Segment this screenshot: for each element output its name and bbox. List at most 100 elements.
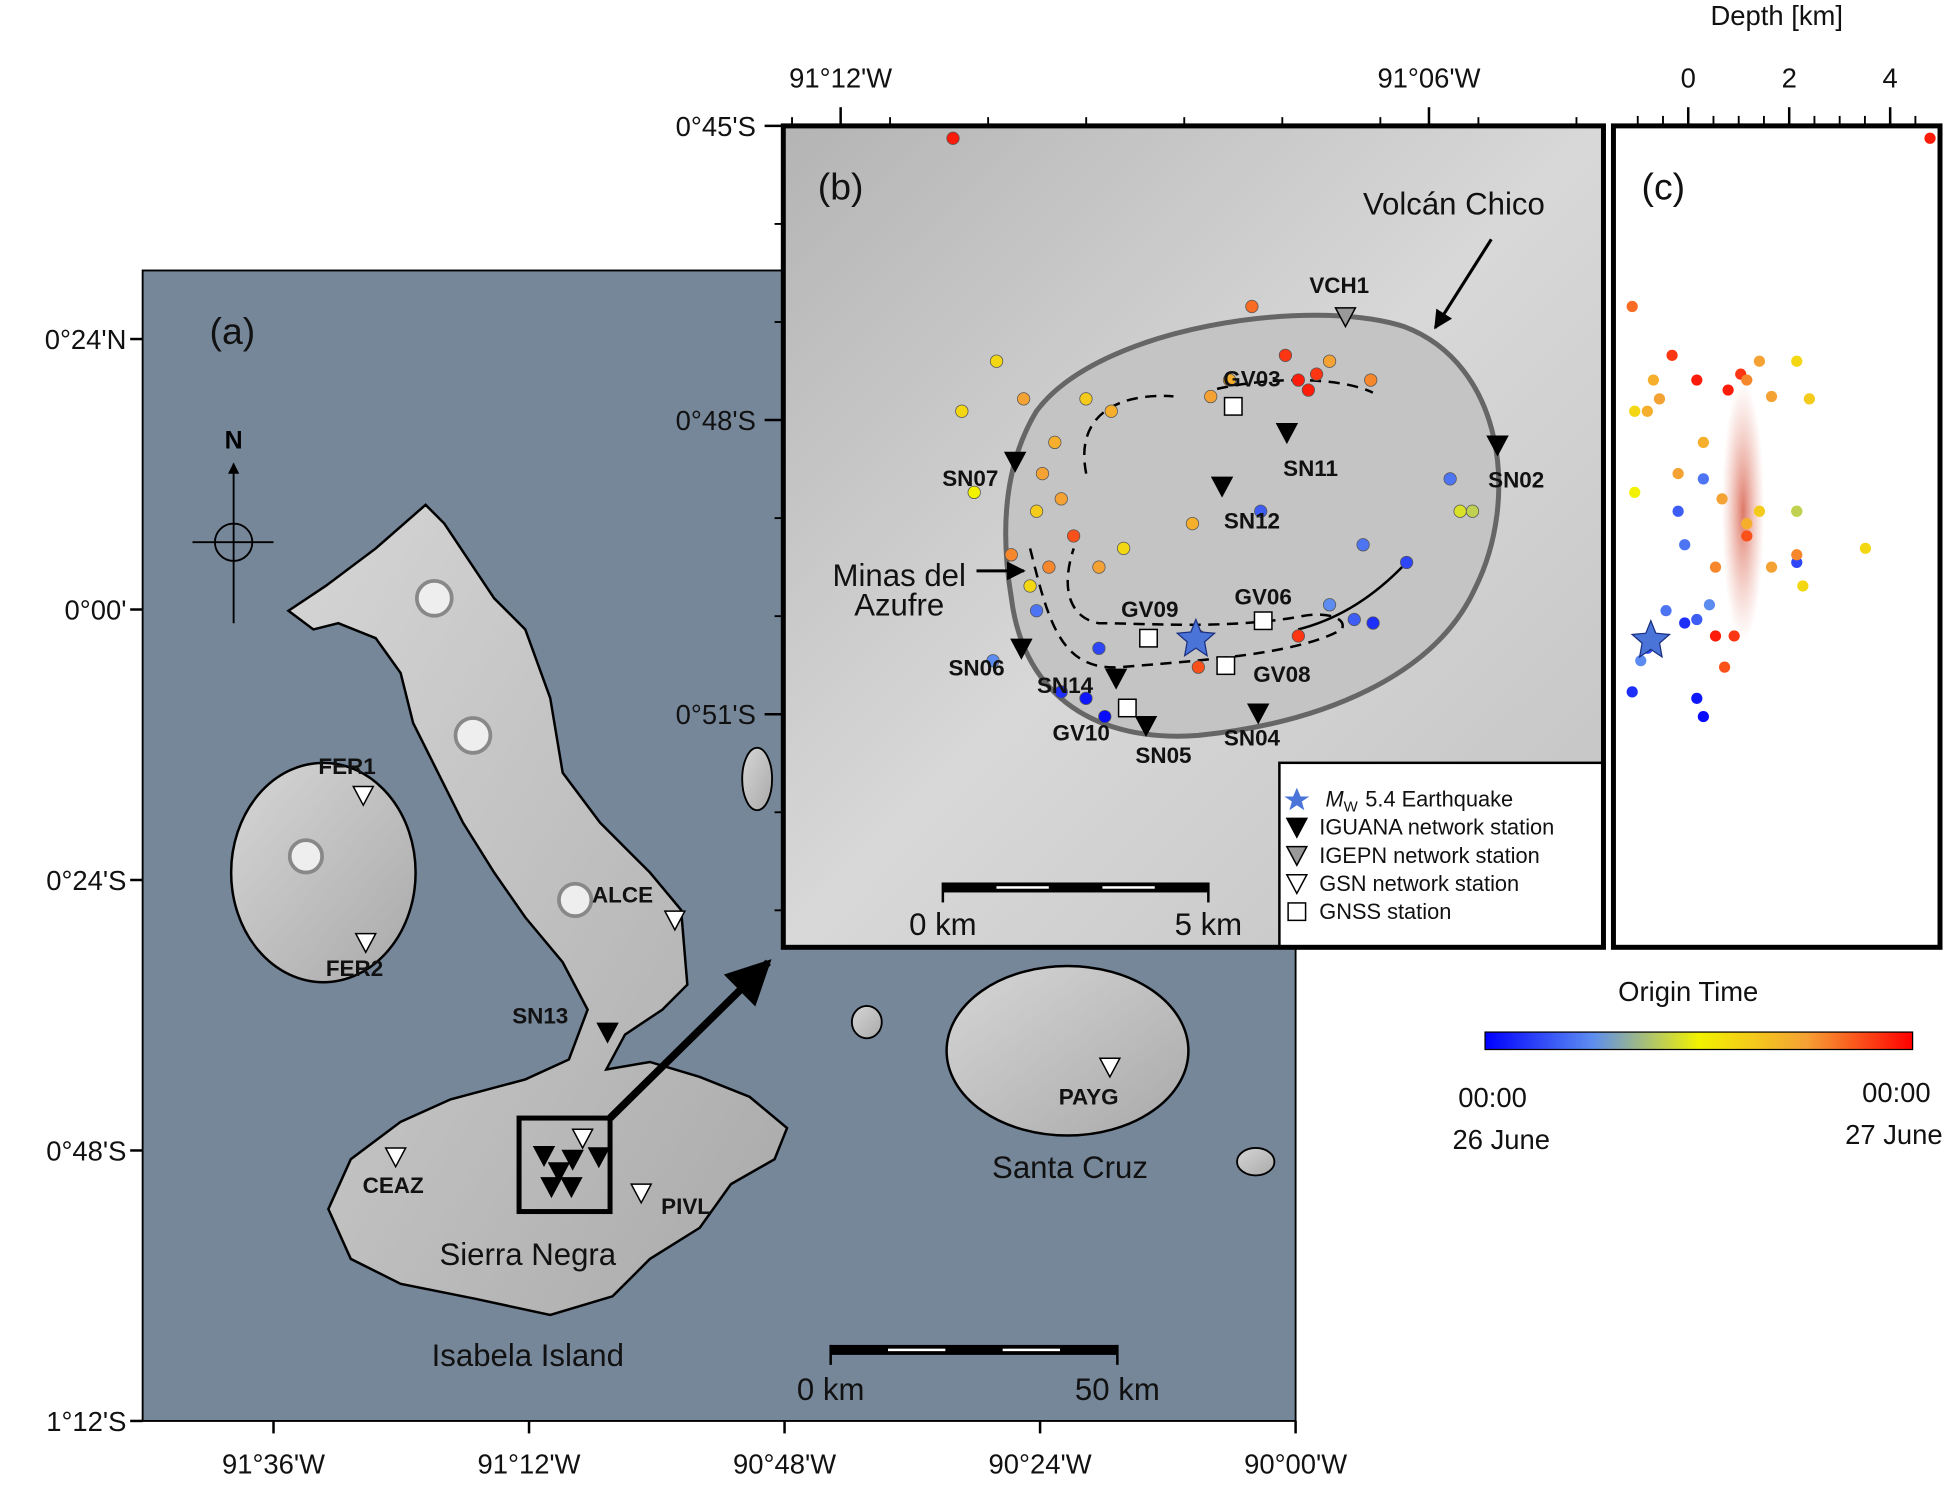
plot-area xyxy=(1613,125,1941,948)
event xyxy=(1029,504,1044,518)
event xyxy=(1222,373,1237,387)
islet xyxy=(741,746,774,812)
crater xyxy=(453,716,493,755)
station-label: CEAZ xyxy=(363,1173,424,1198)
station-label: PIVL xyxy=(661,1194,711,1219)
events xyxy=(946,131,1480,724)
event xyxy=(1672,505,1684,517)
event xyxy=(1803,393,1815,405)
event xyxy=(1660,605,1672,617)
station-label: GV08 xyxy=(1253,662,1310,687)
event xyxy=(946,131,960,145)
station-symbol xyxy=(629,1183,653,1205)
station-symbol xyxy=(1334,307,1357,329)
station-label: PAYG xyxy=(1059,1084,1119,1109)
event xyxy=(1054,492,1068,506)
legend-symbol xyxy=(1284,787,1310,811)
event xyxy=(1291,373,1305,387)
place-label: Sierra Negra xyxy=(439,1237,616,1272)
station-symbol xyxy=(1134,715,1158,737)
station-label: FER1 xyxy=(318,754,375,779)
panel-b: (b) Volcán Chico Minas del Azufre SN07 SN… xyxy=(780,123,1606,950)
event xyxy=(1753,355,1766,367)
scale-label: 0 km xyxy=(797,1372,865,1407)
station-label: GV09 xyxy=(1121,597,1178,622)
intrusion-shade xyxy=(1721,380,1765,642)
x-tick-label: 90°00'W xyxy=(1244,1448,1347,1479)
stations: SN07 SN11 SN02 SN12 VCH1 GV03 GV09 GV06 GV08 SN06… xyxy=(942,273,1544,768)
x-tick-label: 91°36'W xyxy=(222,1448,325,1479)
event xyxy=(1741,530,1753,542)
event xyxy=(1672,467,1684,480)
station-symbol xyxy=(561,1149,584,1171)
event xyxy=(1067,529,1081,543)
event xyxy=(1626,686,1638,698)
colorbar: Origin Time 00:00 26 June 00:00 27 June xyxy=(1452,976,1942,1155)
event xyxy=(989,354,1004,368)
x-tick-label: 91°06'W xyxy=(1377,62,1480,93)
y-tick-label: 0°00' xyxy=(65,594,127,625)
mainshock-star xyxy=(1175,617,1217,657)
legend-label: GSN network station xyxy=(1319,871,1519,896)
station-label: SN06 xyxy=(948,656,1004,681)
colorbar-label: 26 June xyxy=(1452,1124,1550,1155)
event xyxy=(1042,560,1056,574)
event xyxy=(1098,709,1112,724)
legend-label: W xyxy=(1344,798,1359,815)
station-label: SN02 xyxy=(1488,467,1544,492)
event xyxy=(1079,392,1093,406)
place-label: Isabela Island xyxy=(432,1338,624,1373)
inset-box xyxy=(516,1115,613,1215)
station-label: SN13 xyxy=(512,1003,568,1028)
fault-line xyxy=(1083,378,1374,474)
event xyxy=(1791,549,1803,561)
event xyxy=(1653,393,1666,405)
event xyxy=(1117,541,1131,555)
axes: 91°36'W 91°12'W 90°48'W 90°24'W 90°00'W 0°24'… xyxy=(45,62,1917,1479)
event xyxy=(1453,504,1467,518)
crater xyxy=(557,881,594,919)
station-label: VCH1 xyxy=(1309,273,1369,298)
event xyxy=(1728,630,1740,642)
event xyxy=(1691,374,1703,386)
event xyxy=(1092,641,1106,655)
station-symbol xyxy=(1117,698,1137,718)
scale-label: 0 km xyxy=(909,907,977,942)
station-symbol xyxy=(547,1162,571,1184)
event xyxy=(1641,405,1653,417)
station-label: GV10 xyxy=(1053,720,1110,745)
event xyxy=(1791,505,1803,517)
station-symbol xyxy=(1253,611,1273,631)
event xyxy=(1309,367,1324,381)
x-tick-label: 2 xyxy=(1782,62,1797,93)
north-label: N xyxy=(225,427,243,455)
frame xyxy=(1610,123,1943,950)
x-tick-label: 0 xyxy=(1681,62,1696,93)
event xyxy=(1322,598,1337,612)
station-label: SN07 xyxy=(942,466,998,491)
event xyxy=(1104,404,1118,418)
station-symbol xyxy=(1246,703,1270,725)
event xyxy=(1647,374,1660,386)
station-label: FER2 xyxy=(326,956,383,981)
station-symbol xyxy=(354,932,377,954)
station-symbol xyxy=(1139,628,1158,648)
north-arrow xyxy=(213,522,254,562)
station-symbol xyxy=(1003,451,1027,473)
station-symbol xyxy=(560,1177,583,1199)
event xyxy=(1191,660,1205,674)
station-symbol xyxy=(352,785,375,807)
event xyxy=(1054,685,1068,699)
event xyxy=(1035,466,1050,481)
station-label: SN14 xyxy=(1037,673,1094,698)
legend-label: IGEPN network station xyxy=(1319,843,1539,868)
event xyxy=(1291,629,1305,643)
station-symbol xyxy=(596,1022,619,1044)
event xyxy=(1797,580,1809,592)
station-symbol xyxy=(1285,817,1309,839)
colorbar-label: 00:00 xyxy=(1458,1082,1527,1113)
event xyxy=(1679,617,1691,629)
scale-bar xyxy=(829,1344,1119,1365)
event xyxy=(1278,348,1293,362)
station-label: SN11 xyxy=(1283,456,1338,481)
